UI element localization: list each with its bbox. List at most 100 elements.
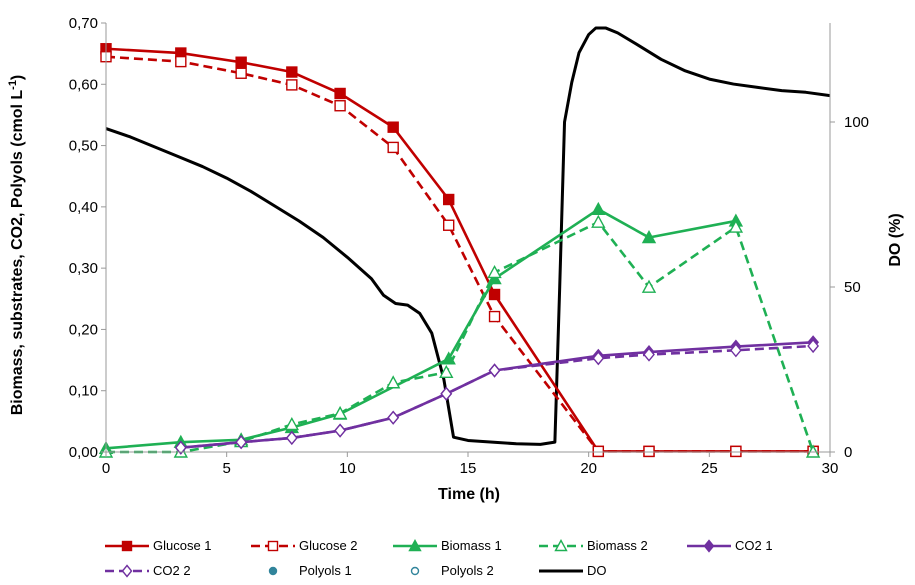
legend-swatch-marker — [408, 539, 422, 552]
data-point-biomass-2 — [439, 364, 454, 379]
data-point-glucose-2 — [442, 219, 455, 231]
data-point-glucose-1 — [442, 193, 455, 206]
legend-label: Biomass 1 — [441, 538, 502, 553]
legend-item-biomass-2: Biomass 2 — [539, 538, 648, 553]
legend-swatch-marker — [121, 564, 133, 578]
legend-item-do: DO — [539, 563, 607, 578]
data-point-glucose-1 — [235, 56, 247, 68]
series-line-biomass-1 — [105, 208, 737, 450]
x-tick-label: 0 — [102, 460, 110, 477]
x-tick-label: 15 — [460, 460, 477, 477]
series-line-do — [105, 26, 831, 446]
series-do — [105, 26, 831, 446]
data-point-glucose-1 — [387, 121, 399, 133]
data-point-glucose-2 — [175, 55, 187, 68]
data-point-biomass-2 — [641, 279, 657, 293]
y-tick-label: 0,50 — [69, 138, 98, 155]
data-point-glucose-2 — [387, 141, 399, 154]
y-tick-label: 0,70 — [69, 15, 98, 32]
data-point-co2-2 — [334, 423, 347, 438]
data-point-glucose-2 — [334, 100, 346, 112]
x-tick-label: 30 — [822, 460, 839, 477]
data-point-co2-2 — [488, 363, 501, 378]
data-point-glucose-2 — [235, 67, 247, 79]
data-point-glucose-2 — [488, 310, 501, 323]
data-point-biomass-2 — [386, 375, 401, 389]
x-tick-label: 5 — [222, 460, 230, 477]
data-point-glucose-1 — [286, 66, 298, 78]
y2-tick-label: 0 — [844, 444, 852, 461]
data-point-co2-2 — [440, 386, 453, 401]
data-point-co2-2 — [387, 410, 400, 425]
data-point-biomass-2 — [284, 416, 300, 431]
legend-swatch-marker — [267, 540, 279, 552]
legend-label: CO2 2 — [153, 563, 191, 578]
y-tick-label: 0,30 — [69, 260, 98, 277]
legend-label: Polyols 2 — [441, 563, 494, 578]
data-point-glucose-2 — [730, 445, 742, 458]
data-point-co2-2 — [235, 435, 248, 450]
data-point-co2-2 — [807, 338, 820, 354]
y2-tick-label: 100 — [844, 114, 869, 131]
y-axis-title-superscript: -1 — [7, 80, 19, 90]
legend-item-polyols-1: Polyols 1 — [268, 563, 352, 578]
data-point-glucose-1 — [488, 288, 501, 301]
y2-tick-label: 50 — [844, 279, 861, 296]
legend-item-co2-1: CO2 1 — [687, 538, 773, 553]
legend-label: Biomass 2 — [587, 538, 648, 553]
data-point-biomass-2 — [591, 214, 606, 228]
legend-label: Glucose 2 — [299, 538, 358, 553]
legend-swatch-marker — [268, 566, 278, 576]
data-point-biomass-2 — [728, 219, 744, 233]
x-tick-label: 20 — [580, 460, 597, 477]
y-tick-label: 0,60 — [69, 76, 98, 93]
data-point-co2-2 — [729, 343, 742, 358]
legend-label: Polyols 1 — [299, 563, 352, 578]
series-line-glucose-2 — [105, 55, 814, 453]
series-biomass-2 — [98, 214, 821, 458]
legend-label: DO — [587, 563, 607, 578]
data-point-co2-2 — [285, 430, 298, 445]
x-tick-label: 10 — [339, 460, 356, 477]
legend-swatch-marker — [703, 539, 715, 553]
legend-item-biomass-1: Biomass 1 — [393, 538, 502, 553]
data-point-co2-2 — [643, 347, 655, 362]
data-point-glucose-2 — [592, 445, 605, 458]
plot-area — [98, 26, 831, 458]
y-tick-label: 0,20 — [69, 321, 98, 338]
legend-item-glucose-2: Glucose 2 — [251, 538, 358, 553]
x-axis-title: Time (h) — [438, 486, 500, 503]
series-biomass-1 — [98, 201, 744, 455]
legend-item-co2-2: CO2 2 — [105, 563, 191, 578]
data-point-co2-2 — [592, 351, 605, 366]
legend-swatch-marker — [410, 566, 420, 576]
legend-label: CO2 1 — [735, 538, 773, 553]
data-point-biomass-1 — [641, 230, 657, 244]
data-point-co2-2 — [174, 440, 187, 455]
legend-item-glucose-1: Glucose 1 — [105, 538, 212, 553]
y2-axis-title: DO (%) — [887, 213, 904, 266]
series-glucose-2 — [100, 51, 819, 458]
y-tick-label: 0,00 — [69, 444, 98, 461]
legend-swatch-marker — [121, 540, 133, 552]
data-point-glucose-2 — [643, 445, 655, 458]
legend-item-polyols-2: Polyols 2 — [410, 563, 494, 578]
x-tick-label: 25 — [701, 460, 718, 477]
data-point-glucose-1 — [334, 87, 346, 100]
y-tick-label: 0,40 — [69, 199, 98, 216]
data-point-biomass-2 — [332, 405, 348, 420]
axes: 0,00 0,10 0,20 0,30 0,40 0,50 0,60 0,70 0 5 10 15 20… — [69, 15, 869, 477]
data-point-glucose-2 — [286, 79, 298, 91]
data-point-biomass-2 — [487, 264, 502, 279]
series-line-biomass-2 — [106, 220, 815, 454]
legend: Glucose 1 Glucose 2 Biomass 1 Biomass 2 CO2 … — [105, 538, 773, 578]
data-point-biomass-1 — [591, 201, 606, 216]
series-line-glucose-1 — [105, 47, 814, 453]
y-tick-label: 0,10 — [69, 383, 98, 400]
y-axis-title: Biomass, substrates, CO2, Polyols (cmol … — [7, 75, 26, 416]
legend-label: Glucose 1 — [153, 538, 212, 553]
series-glucose-1 — [100, 43, 819, 458]
series-co2-2 — [174, 338, 820, 455]
legend-swatch-marker — [554, 539, 568, 552]
